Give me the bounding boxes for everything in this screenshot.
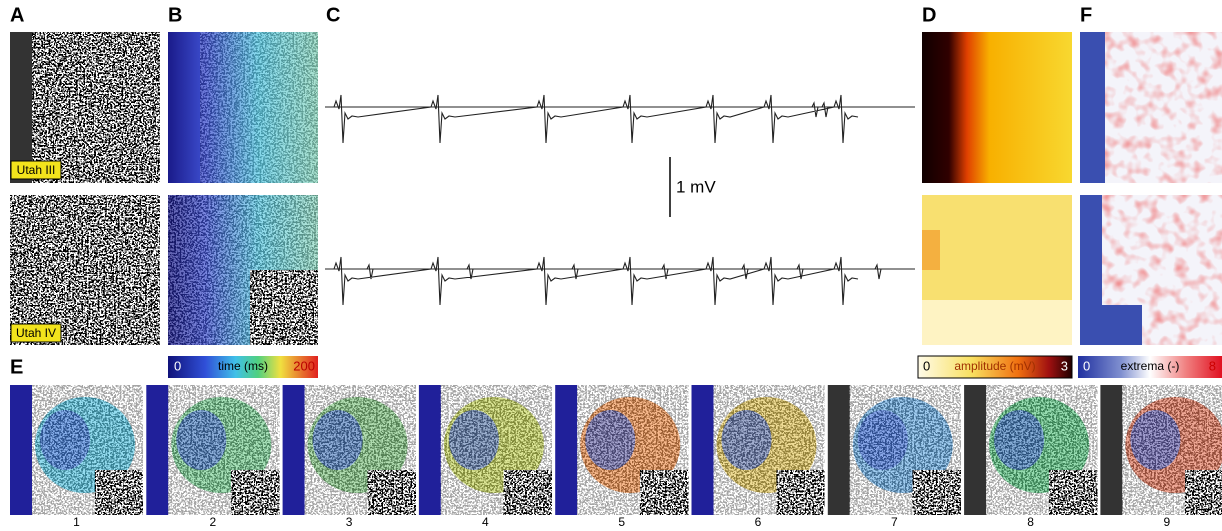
array-label: Utah IV	[16, 326, 56, 340]
frame-raw	[913, 470, 961, 515]
image-b1-texture	[200, 32, 318, 183]
colorbar-label: amplitude (mV)	[954, 359, 1035, 373]
frame-band	[555, 385, 577, 515]
frame-raw	[368, 470, 416, 515]
frame-number: 2	[209, 515, 216, 529]
frame-raw	[95, 470, 143, 515]
frame-number: 4	[482, 515, 489, 529]
frame-number: 6	[755, 515, 762, 529]
trace	[325, 257, 915, 305]
colorbar-max: 200	[293, 358, 315, 373]
panel-label: F	[1080, 4, 1092, 26]
frame-raw	[640, 470, 688, 515]
image-b2-raw	[250, 270, 318, 345]
image-d1	[922, 32, 1072, 183]
frame-band	[283, 385, 305, 515]
frame-band	[419, 385, 441, 515]
frame-band	[692, 385, 714, 515]
array-label: Utah III	[17, 163, 56, 177]
image-d2-light	[922, 300, 1072, 345]
scale-label: 1 mV	[676, 177, 716, 196]
colorbar-min: 0	[1083, 358, 1090, 373]
frame-raw	[231, 470, 279, 515]
image-a1-texture	[32, 32, 160, 183]
image-d2-spot	[922, 230, 940, 270]
colorbar-min: 0	[174, 358, 181, 373]
frame-number: 8	[1027, 515, 1034, 529]
panel-label: E	[10, 356, 23, 378]
image-a2	[10, 195, 160, 345]
frame-number: 1	[73, 515, 80, 529]
figure: Utah III Utah IV 1 mV 0 time (ms) 200 0 …	[0, 0, 1222, 531]
colorbar-min: 0	[923, 358, 930, 373]
frame-number: 9	[1164, 515, 1171, 529]
trace	[325, 95, 915, 143]
panel-label: C	[326, 4, 340, 26]
frame-raw	[504, 470, 552, 515]
frame-band	[1100, 385, 1122, 515]
colorbar-label: time (ms)	[218, 359, 268, 373]
frame-number: 7	[891, 515, 898, 529]
frame-band	[146, 385, 168, 515]
frame-number: 5	[618, 515, 625, 529]
colorbar-max: 3	[1061, 358, 1068, 373]
colorbar-label: extrema (-)	[1121, 359, 1180, 373]
frame-band	[10, 385, 32, 515]
frames: 1 2 3 4 5 6 7 8 9	[10, 385, 1222, 529]
frame-number: 3	[346, 515, 353, 529]
frame-raw	[1049, 470, 1097, 515]
frame-band	[964, 385, 986, 515]
traces	[325, 95, 915, 305]
frame-band	[828, 385, 850, 515]
frame-raw	[777, 470, 825, 515]
panel-label: B	[168, 4, 182, 26]
frame-raw	[1185, 470, 1222, 515]
image-f1-band	[1080, 32, 1105, 183]
colorbar-max: 8	[1209, 358, 1216, 373]
panel-label: A	[10, 4, 24, 26]
panel-label: D	[922, 4, 936, 26]
